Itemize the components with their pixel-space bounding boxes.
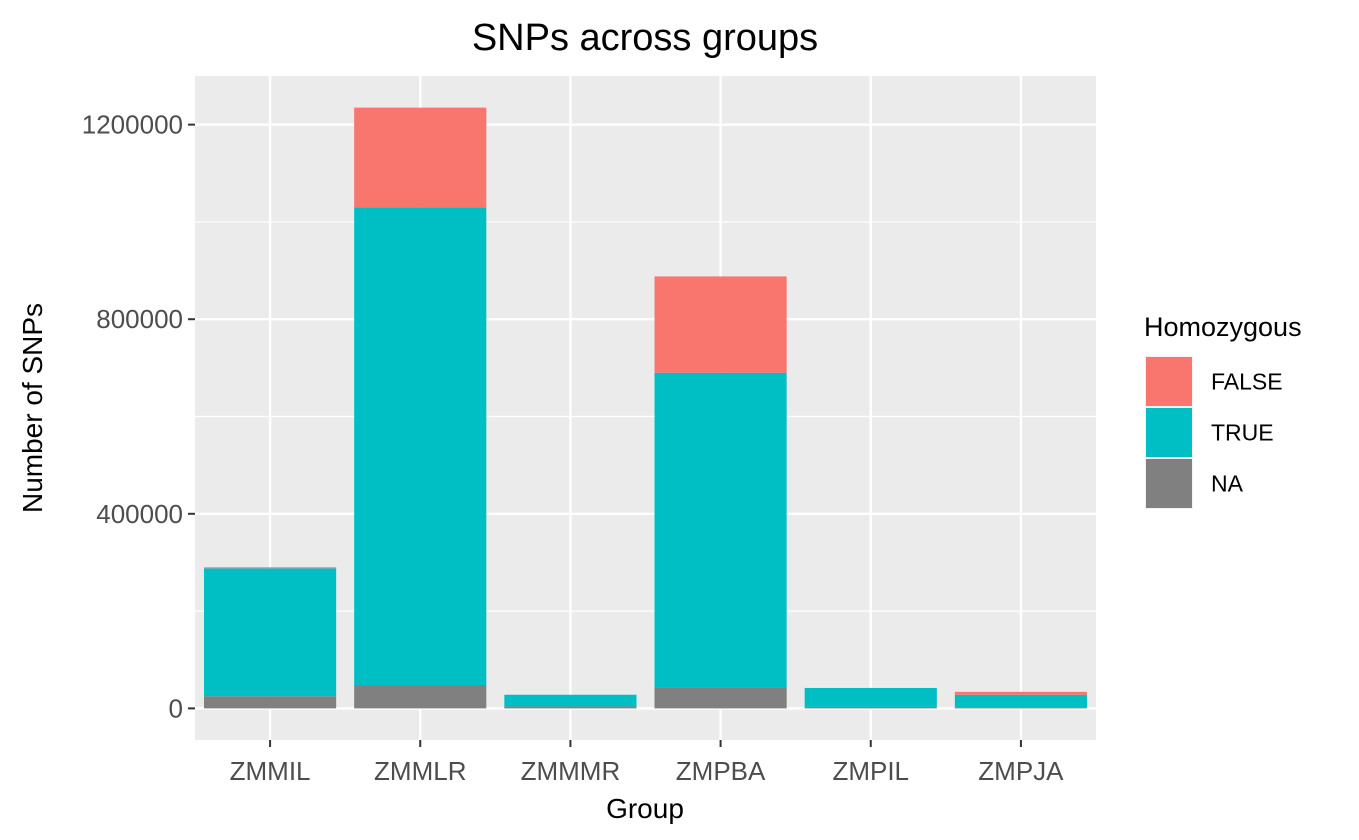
x-axis-title: Group	[606, 793, 684, 824]
y-tick-label: 800000	[96, 304, 183, 334]
legend-swatch-false	[1146, 357, 1192, 406]
bar-zmpja-true	[954, 694, 1087, 708]
bar-zmpja-na	[954, 707, 1087, 709]
legend-label-na: NA	[1211, 471, 1244, 497]
y-tick-label: 1200000	[82, 110, 183, 140]
legend-label-false: FALSE	[1211, 369, 1283, 395]
bar-zmmil-na	[204, 696, 337, 709]
legend-label-true: TRUE	[1211, 420, 1274, 446]
x-tick-label: ZMPIL	[832, 756, 909, 786]
legend-swatch-na	[1146, 459, 1192, 508]
legend-swatch-true	[1146, 408, 1192, 457]
bar-zmmlr-true	[354, 207, 487, 686]
bar-zmmmr-true	[504, 694, 637, 707]
bar-zmmil-true	[204, 568, 337, 697]
bar-zmmil-false	[204, 567, 337, 569]
x-tick-label: ZMPBA	[676, 756, 766, 786]
y-axis: 0 400000 800000 1200000	[82, 110, 195, 723]
y-axis-title: Number of SNPs	[17, 303, 48, 513]
bar-zmmlr-na	[354, 685, 487, 709]
bar-zmpja-false	[954, 691, 1087, 695]
plot-panel	[195, 76, 1096, 740]
x-axis: ZMMIL ZMMLR ZMMMR ZMPBA ZMPIL ZMPJA	[230, 740, 1064, 786]
legend-title: Homozygous	[1144, 312, 1302, 342]
x-tick-label: ZMPJA	[978, 756, 1064, 786]
bar-zmpba-true	[654, 372, 787, 688]
chart-title: SNPs across groups	[472, 17, 818, 59]
bar-zmmlr-false	[354, 107, 487, 208]
bar-zmpba-na	[654, 687, 787, 709]
bar-zmpil-true	[804, 687, 937, 707]
bar-zmpil-na	[804, 706, 937, 709]
y-tick-label: 400000	[96, 499, 183, 529]
bars	[204, 107, 1087, 709]
legend: Homozygous FALSE TRUE NA	[1144, 312, 1302, 509]
bar-zmpba-false	[654, 276, 787, 373]
y-tick-label: 0	[169, 693, 183, 723]
x-tick-label: ZMMMR	[521, 756, 621, 786]
x-tick-label: ZMMIL	[230, 756, 311, 786]
x-tick-label: ZMMLR	[374, 756, 466, 786]
bar-zmmmr-na	[504, 706, 637, 709]
